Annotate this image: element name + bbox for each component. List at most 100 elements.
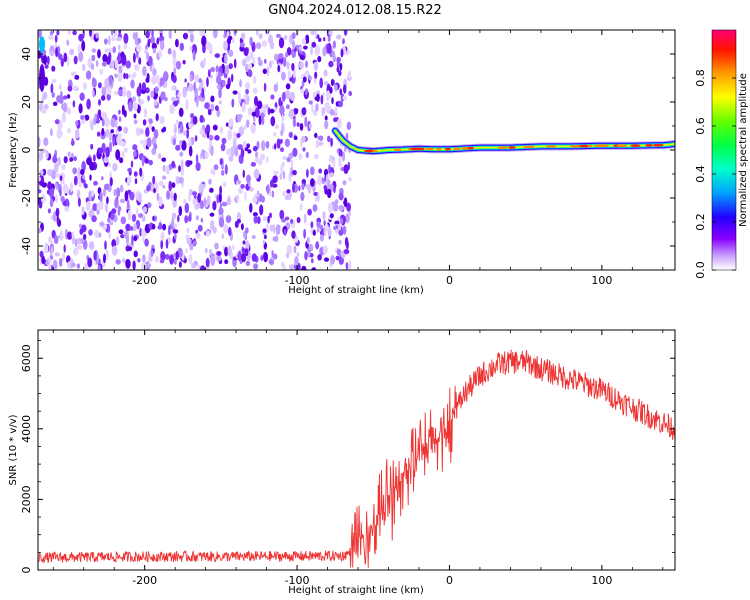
spectrogram-noise-cell [312,91,317,99]
spectrogram-noise-cell [285,52,289,58]
spectrogram-noise-cell [342,225,347,235]
spectrogram-noise-cell [133,52,136,63]
spectrogram-noise-cell [123,72,126,80]
spectrogram-noise-cell [245,240,250,252]
signal-track-peak [508,146,516,149]
spectrogram-noise-cell [91,54,96,62]
spectrogram-noise-cell [292,169,297,176]
spectrogram-noise-cell [46,55,50,65]
snr-xtick-label: 100 [591,574,612,587]
spectrogram-noise-cell [283,228,287,236]
spectrogram-noise-cell [316,93,320,103]
spectrogram-noise-cell [314,30,318,38]
spectrogram-noise-cell [193,82,197,92]
spectrogram-noise-cell [136,86,142,97]
spectrogram-noise-cell [168,180,172,192]
spectrogram-noise-cell [195,154,199,164]
spectrogram-noise-cell [291,62,295,71]
spectrogram-noise-cell [174,233,177,240]
spectrogram-noise-cell [256,141,260,149]
spectrogram-noise-cell [133,113,137,119]
spectrogram-noise-cell [342,95,348,101]
spectrogram-noise-cell [265,104,269,109]
spectrogram-noise-cell [251,111,257,117]
spectrogram-noise-cell [278,53,284,60]
spectrogram-noise-cell [97,264,101,270]
spectrogram-noise-cell [159,115,165,125]
spectrogram-noise-cell [221,233,224,240]
spectrogram-noise-cell [210,103,215,112]
spectrogram-noise-cell [173,123,177,135]
spectrogram-noise-cell [78,33,84,42]
spectrogram-noise [38,30,353,270]
spectrogram-noise-cell [133,171,138,177]
spectrogram-noise-cell [133,119,138,125]
spectrogram-noise-cell [73,55,78,65]
spectrogram-noise-cell [155,113,159,122]
spectrogram-noise-cell [94,229,99,239]
spectrogram-noise-cell [306,37,310,43]
spectrogram-noise-cell [115,259,121,265]
spectrogram-noise-cell [93,180,98,186]
spectrogram-noise-cell [66,56,70,67]
spectrogram-noise-cell [132,32,136,40]
spectrogram-noise-cell [152,47,157,54]
spectrogram-noise-cell [52,156,58,164]
spectrogram-noise-cell [218,100,222,105]
spectrogram-noise-cell [117,52,122,62]
signal-track-peak [616,144,628,148]
spectrogram-noise-cell [285,104,290,110]
spectrogram-noise-cell [223,40,229,51]
spectrogram-noise-cell [126,90,132,99]
spectrogram-noise-cell [254,157,261,163]
spectrogram-noise-cell [76,189,81,199]
spectrogram-noise-cell [232,244,235,251]
spectrogram-noise-cell [237,114,243,119]
spectrogram-noise-cell [315,103,319,112]
spectrogram-noise-cell [188,160,193,165]
spectrogram-noise-cell [75,120,79,127]
spectrogram-noise-cell [51,65,56,72]
spectrogram-noise-cell [138,193,142,203]
spectrogram-noise-cell [110,129,114,134]
spectrogram-noise-cell [342,180,347,186]
spectrogram-noise-cell [197,224,203,232]
spectrogram-noise-cell [219,202,223,214]
spectrogram-noise-cell [162,71,169,82]
spectrogram-noise-cell [150,90,155,98]
spectrogram-noise-cell [110,212,115,221]
spectrogram-noise-cell [69,182,74,193]
colorbar-label: Normalized spectral amplitude [738,73,749,227]
spectrogram-noise-cell [42,54,48,65]
snr-ytick-label: 4000 [20,415,33,443]
snr-xtick-label: -200 [132,574,157,587]
spectrogram-noise-cell [77,197,81,207]
spectrogram-noise-cell [303,45,308,50]
spectrogram-noise-cell [112,46,116,54]
spectrogram-noise-cell [111,208,117,215]
snr-xtick-label: 0 [446,574,453,587]
spectrogram-noise-cell [116,187,121,198]
spectrogram-noise-cell [227,245,232,257]
spectrogram-noise-cell [111,245,118,256]
spectrogram-noise-cell [286,244,293,255]
spectrogram-noise-cell [153,129,159,139]
spectrogram-noise-cell [281,71,286,81]
spectrogram-noise-cell [251,235,256,239]
spectrogram-noise-cell [214,135,220,141]
spectrogram-noise-cell [267,107,271,116]
spectrogram-noise-cell [274,143,277,150]
spectrogram-noise-cell [251,41,256,53]
spectrogram-noise-cell [332,160,336,169]
spectrogram-noise-cell [262,239,265,245]
snr-series-line [38,349,675,569]
spectrogram-noise-cell [253,115,256,123]
spectrogram-noise-cell [157,153,162,159]
spectrogram-noise-cell [81,40,86,52]
spectrogram-noise-cell [128,246,132,251]
spectrogram-noise-cell [159,30,164,34]
spectrogram-noise-cell [123,230,129,239]
spectrogram-noise-cell [61,164,66,170]
spectrogram-noise-cell [134,36,138,46]
spectrogram-noise-cell [165,238,169,249]
